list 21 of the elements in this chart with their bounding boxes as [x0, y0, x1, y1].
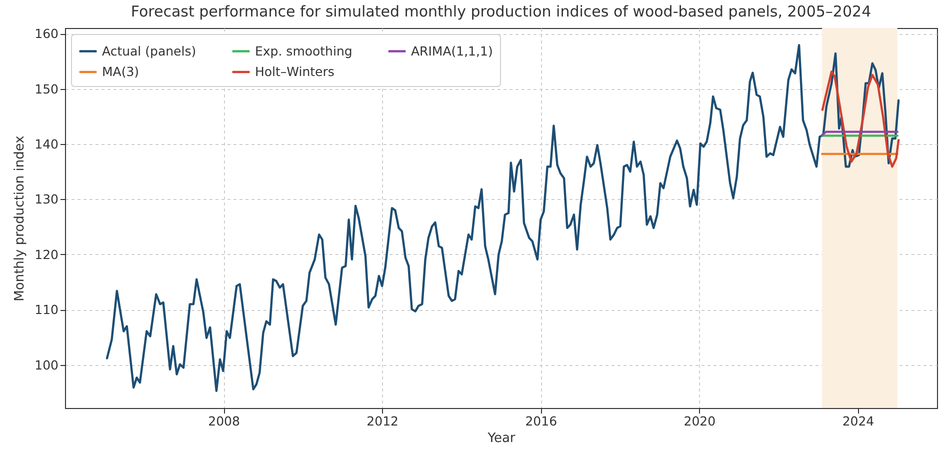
legend-label: Actual (panels)	[102, 43, 196, 58]
legend-label: Exp. smoothing	[255, 43, 352, 58]
line-series	[821, 70, 900, 168]
legend-label: ARIMA(1,1,1)	[411, 43, 493, 58]
y-tick-label: 100	[34, 357, 59, 372]
y-tick-label: 160	[34, 26, 59, 42]
legend-label: MA(3)	[102, 64, 140, 79]
legend-label: Holt–Winters	[255, 64, 334, 79]
y-tick-label: 120	[34, 246, 59, 262]
y-tick-label: 110	[34, 302, 59, 318]
x-axis-title: Year	[486, 431, 516, 446]
x-tick-label: 2024	[842, 414, 874, 428]
chart-title: Forecast performance for simulated monthly production indices of wood-based panels, 2005–2024	[130, 2, 872, 21]
x-tick-label: 2016	[525, 414, 558, 428]
y-tick-label: 130	[34, 192, 59, 207]
y-tick-label: 140	[34, 136, 59, 152]
x-tick-label: 2020	[684, 414, 716, 428]
y-axis-title: Monthly production index	[12, 135, 28, 302]
x-tick-label: 2012	[366, 414, 398, 428]
x-tick-label: 2008	[208, 414, 240, 428]
y-tick-label: 150	[34, 81, 59, 96]
